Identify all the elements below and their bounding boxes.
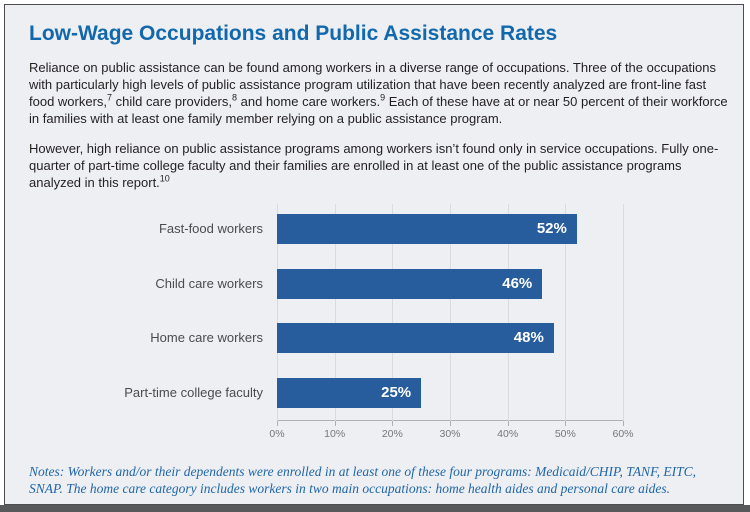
gridline [334, 204, 336, 421]
paragraph-1: Reliance on public assistance can be fou… [29, 59, 729, 127]
axis-tickmark [334, 421, 336, 426]
axis-tickmark [277, 421, 278, 426]
axis-tickmark [507, 421, 509, 426]
bar-1: 52% [277, 214, 577, 244]
x-tick-label: 40% [497, 428, 519, 440]
gridline [623, 204, 624, 421]
gridline [277, 204, 278, 421]
x-axis-ticks: 0% 10% 20% 30% 40% 50% 60% [269, 428, 633, 442]
axis-tickmark [623, 421, 624, 426]
axis-tickmark [565, 421, 567, 426]
x-tick-label: 30% [439, 428, 461, 440]
category-label: Part-time college faculty [124, 385, 263, 401]
paragraph-1-text-4: Each of these have at or near 50 percent… [29, 94, 728, 126]
bar-value-label: 46% [502, 274, 533, 292]
footnote-ref-10: 10 [159, 173, 170, 184]
paragraph-1-text-1: Reliance on public assistance can be fou… [29, 60, 717, 109]
bar-value-label: 25% [381, 384, 412, 402]
bar-4: 25% [277, 378, 422, 409]
footer-rule [0, 505, 750, 512]
bar-3: 48% [277, 323, 554, 354]
x-tick-label: 60% [612, 428, 634, 440]
x-tick-label: 10% [324, 428, 346, 440]
gridline [565, 204, 567, 421]
paragraph-2-text-1: However, high reliance on public assista… [29, 141, 719, 190]
category-label: Home care workers [150, 330, 263, 346]
paragraph-1-text-2: child care providers, [112, 94, 233, 109]
gridline [392, 204, 394, 421]
bar-chart: Fast-food workers Child care workers Home … [29, 204, 719, 447]
bar-value-label: 48% [513, 329, 544, 347]
bar-2: 46% [277, 268, 543, 299]
footnote-ref-8: 8 [232, 92, 238, 103]
figure-title: Low-Wage Occupations and Public Assistan… [29, 22, 558, 45]
category-label: Fast-food workers [158, 221, 263, 236]
footnote-ref-7: 7 [107, 92, 113, 103]
category-label: Child care workers [155, 275, 263, 291]
figure-notes: Notes: Workers and/or their dependents w… [29, 464, 696, 496]
paragraph-2: However, high reliance on public assista… [29, 140, 729, 191]
gridline [507, 204, 509, 421]
axis-tickmark [450, 421, 451, 426]
plot-area: 52% 46% 48% 25% [277, 204, 624, 426]
figure-panel: Low-Wage Occupations and Public Assistan… [4, 4, 744, 505]
paragraph-1-text-3: and home care workers. [237, 94, 381, 109]
bar-value-label: 52% [536, 220, 567, 237]
axis-tickmark [392, 421, 394, 426]
footnote-ref-9: 9 [380, 92, 386, 103]
gridline [450, 204, 451, 421]
x-tick-label: 0% [269, 428, 285, 440]
category-labels: Fast-food workers Child care workers Home … [29, 204, 263, 421]
x-tick-label: 20% [381, 428, 403, 440]
x-tick-label: 50% [554, 428, 576, 440]
